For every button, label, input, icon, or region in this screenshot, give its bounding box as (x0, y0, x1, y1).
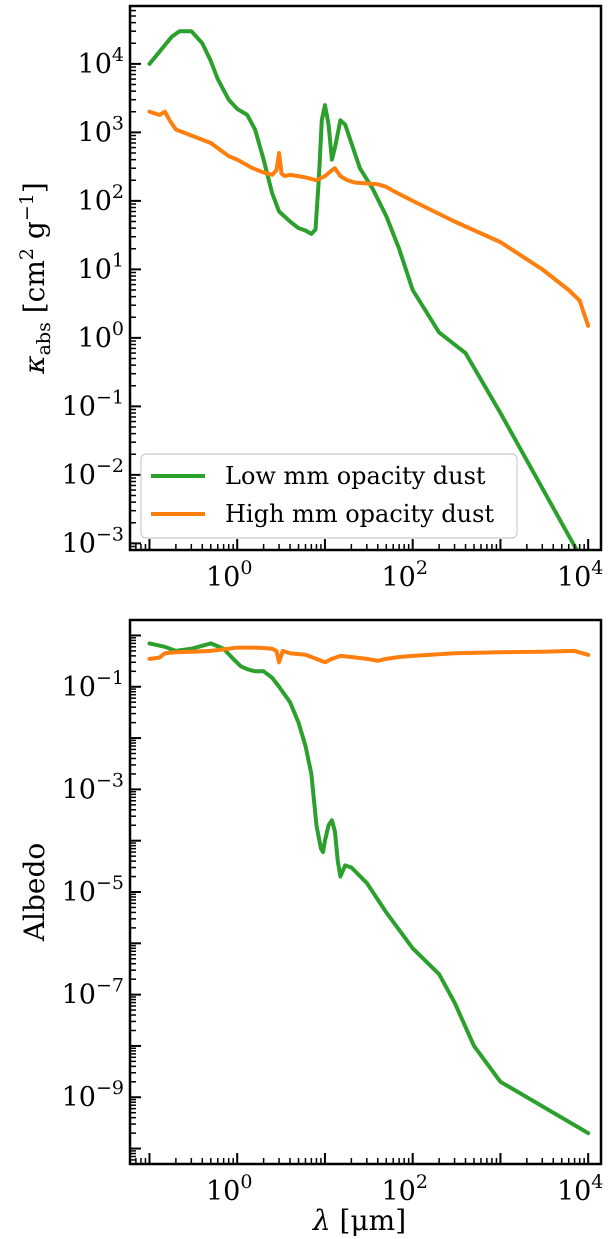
y-tick-exponent: −3 (96, 769, 124, 791)
plot-frame (128, 618, 603, 1166)
y-tick-base: 10 (78, 254, 112, 285)
x-axis-lambda: λ (312, 1204, 331, 1237)
y-axis-subscript: abs (33, 322, 55, 355)
y-tick-label: 10−1 (62, 667, 124, 703)
y-tick-exponent: −3 (96, 523, 124, 545)
y-tick-base: 10 (62, 1082, 96, 1113)
x-tick-base: 10 (557, 1176, 591, 1207)
y-tick-base: 10 (62, 460, 96, 491)
y-tick-base: 10 (78, 186, 112, 217)
x-tick-exponent: 0 (240, 1171, 252, 1193)
x-tick-exponent: 0 (240, 557, 252, 579)
y-tick-exponent: −9 (96, 1077, 124, 1099)
y-tick-exponent: −1 (96, 667, 124, 689)
y-tick-label: 103 (78, 112, 124, 148)
x-tick-exponent: 4 (591, 1171, 603, 1193)
x-tick-label: 104 (557, 557, 603, 593)
y-tick-base: 10 (78, 117, 112, 148)
y-axis-units-c: ] (18, 182, 51, 193)
series-line-high-mm-opacity (147, 645, 591, 665)
y-tick-exponent: −7 (96, 975, 124, 997)
y-tick-label: 10−9 (62, 1077, 124, 1113)
series-line-low-mm-opacity (147, 29, 579, 550)
x-tick-base: 10 (381, 562, 415, 593)
x-tick-label: 104 (557, 1171, 603, 1207)
y-tick-exponent: −2 (96, 455, 124, 477)
y-axis-squared: 2 (16, 248, 38, 260)
y-tick-base: 10 (62, 877, 96, 908)
y-axis-kappa: κ (18, 355, 51, 374)
x-axis-title: λ [μm] (312, 1204, 406, 1237)
y-axis-text: Albedo (18, 843, 51, 942)
y-tick-label: 10−2 (62, 455, 124, 491)
y-tick-label: 100 (78, 318, 124, 354)
x-tick-exponent: 2 (416, 1171, 428, 1193)
y-tick-label: 101 (78, 249, 124, 285)
x-tick-exponent: 4 (591, 557, 603, 579)
y-tick-label: 102 (78, 181, 124, 217)
series-line-low-mm-opacity (147, 641, 591, 1136)
x-tick-base: 10 (206, 1176, 240, 1207)
x-tick-base: 10 (206, 562, 240, 593)
y-tick-exponent: 0 (112, 318, 124, 340)
y-tick-base: 10 (78, 49, 112, 80)
y-tick-base: 10 (62, 980, 96, 1011)
plot-frame (128, 4, 603, 552)
y-axis-units-a: [cm (18, 260, 51, 322)
y-tick-exponent: 3 (112, 112, 124, 134)
y-tick-label: 10−1 (62, 386, 124, 422)
y-tick-label: 104 (78, 44, 124, 80)
x-tick-base: 10 (381, 1176, 415, 1207)
y-tick-exponent: −1 (96, 386, 124, 408)
legend: Low mm opacity dust High mm opacity dust (140, 453, 518, 539)
y-tick-exponent: 1 (112, 249, 124, 271)
x-tick-label: 100 (206, 1171, 252, 1207)
legend-label-low-mm-opacity: Low mm opacity dust (225, 462, 486, 490)
y-axis-units-b: g (18, 221, 51, 248)
y-tick-label: 10−7 (62, 975, 124, 1011)
y-tick-base: 10 (62, 391, 96, 422)
x-tick-label: 100 (206, 557, 252, 593)
y-tick-label: 10−3 (62, 769, 124, 805)
y-tick-base: 10 (78, 323, 112, 354)
y-tick-label: 10−5 (62, 872, 124, 908)
y-axis-title: Albedo (18, 843, 51, 942)
y-axis-inverse: −1 (16, 193, 38, 221)
x-tick-label: 102 (381, 557, 427, 593)
x-axis-units: [μm] (340, 1204, 407, 1237)
legend-box (140, 453, 518, 539)
x-tick-label: 102 (381, 1171, 427, 1207)
y-tick-label: 10−3 (62, 523, 124, 559)
y-tick-exponent: −5 (96, 872, 124, 894)
y-tick-exponent: 2 (112, 181, 124, 203)
y-tick-base: 10 (62, 774, 96, 805)
x-axis-space (331, 1204, 340, 1237)
series-line-high-mm-opacity (147, 109, 591, 328)
y-tick-base: 10 (62, 672, 96, 703)
y-tick-exponent: 4 (112, 44, 124, 66)
x-tick-exponent: 2 (416, 557, 428, 579)
y-tick-base: 10 (62, 528, 96, 559)
y-axis-title: κabs [cm2 g−1] (16, 182, 55, 375)
x-tick-base: 10 (557, 562, 591, 593)
legend-label-high-mm-opacity: High mm opacity dust (225, 500, 494, 528)
panel-kappa-abs: 100 102 10410−310−210−1100101102103104κabs… (16, 4, 603, 593)
